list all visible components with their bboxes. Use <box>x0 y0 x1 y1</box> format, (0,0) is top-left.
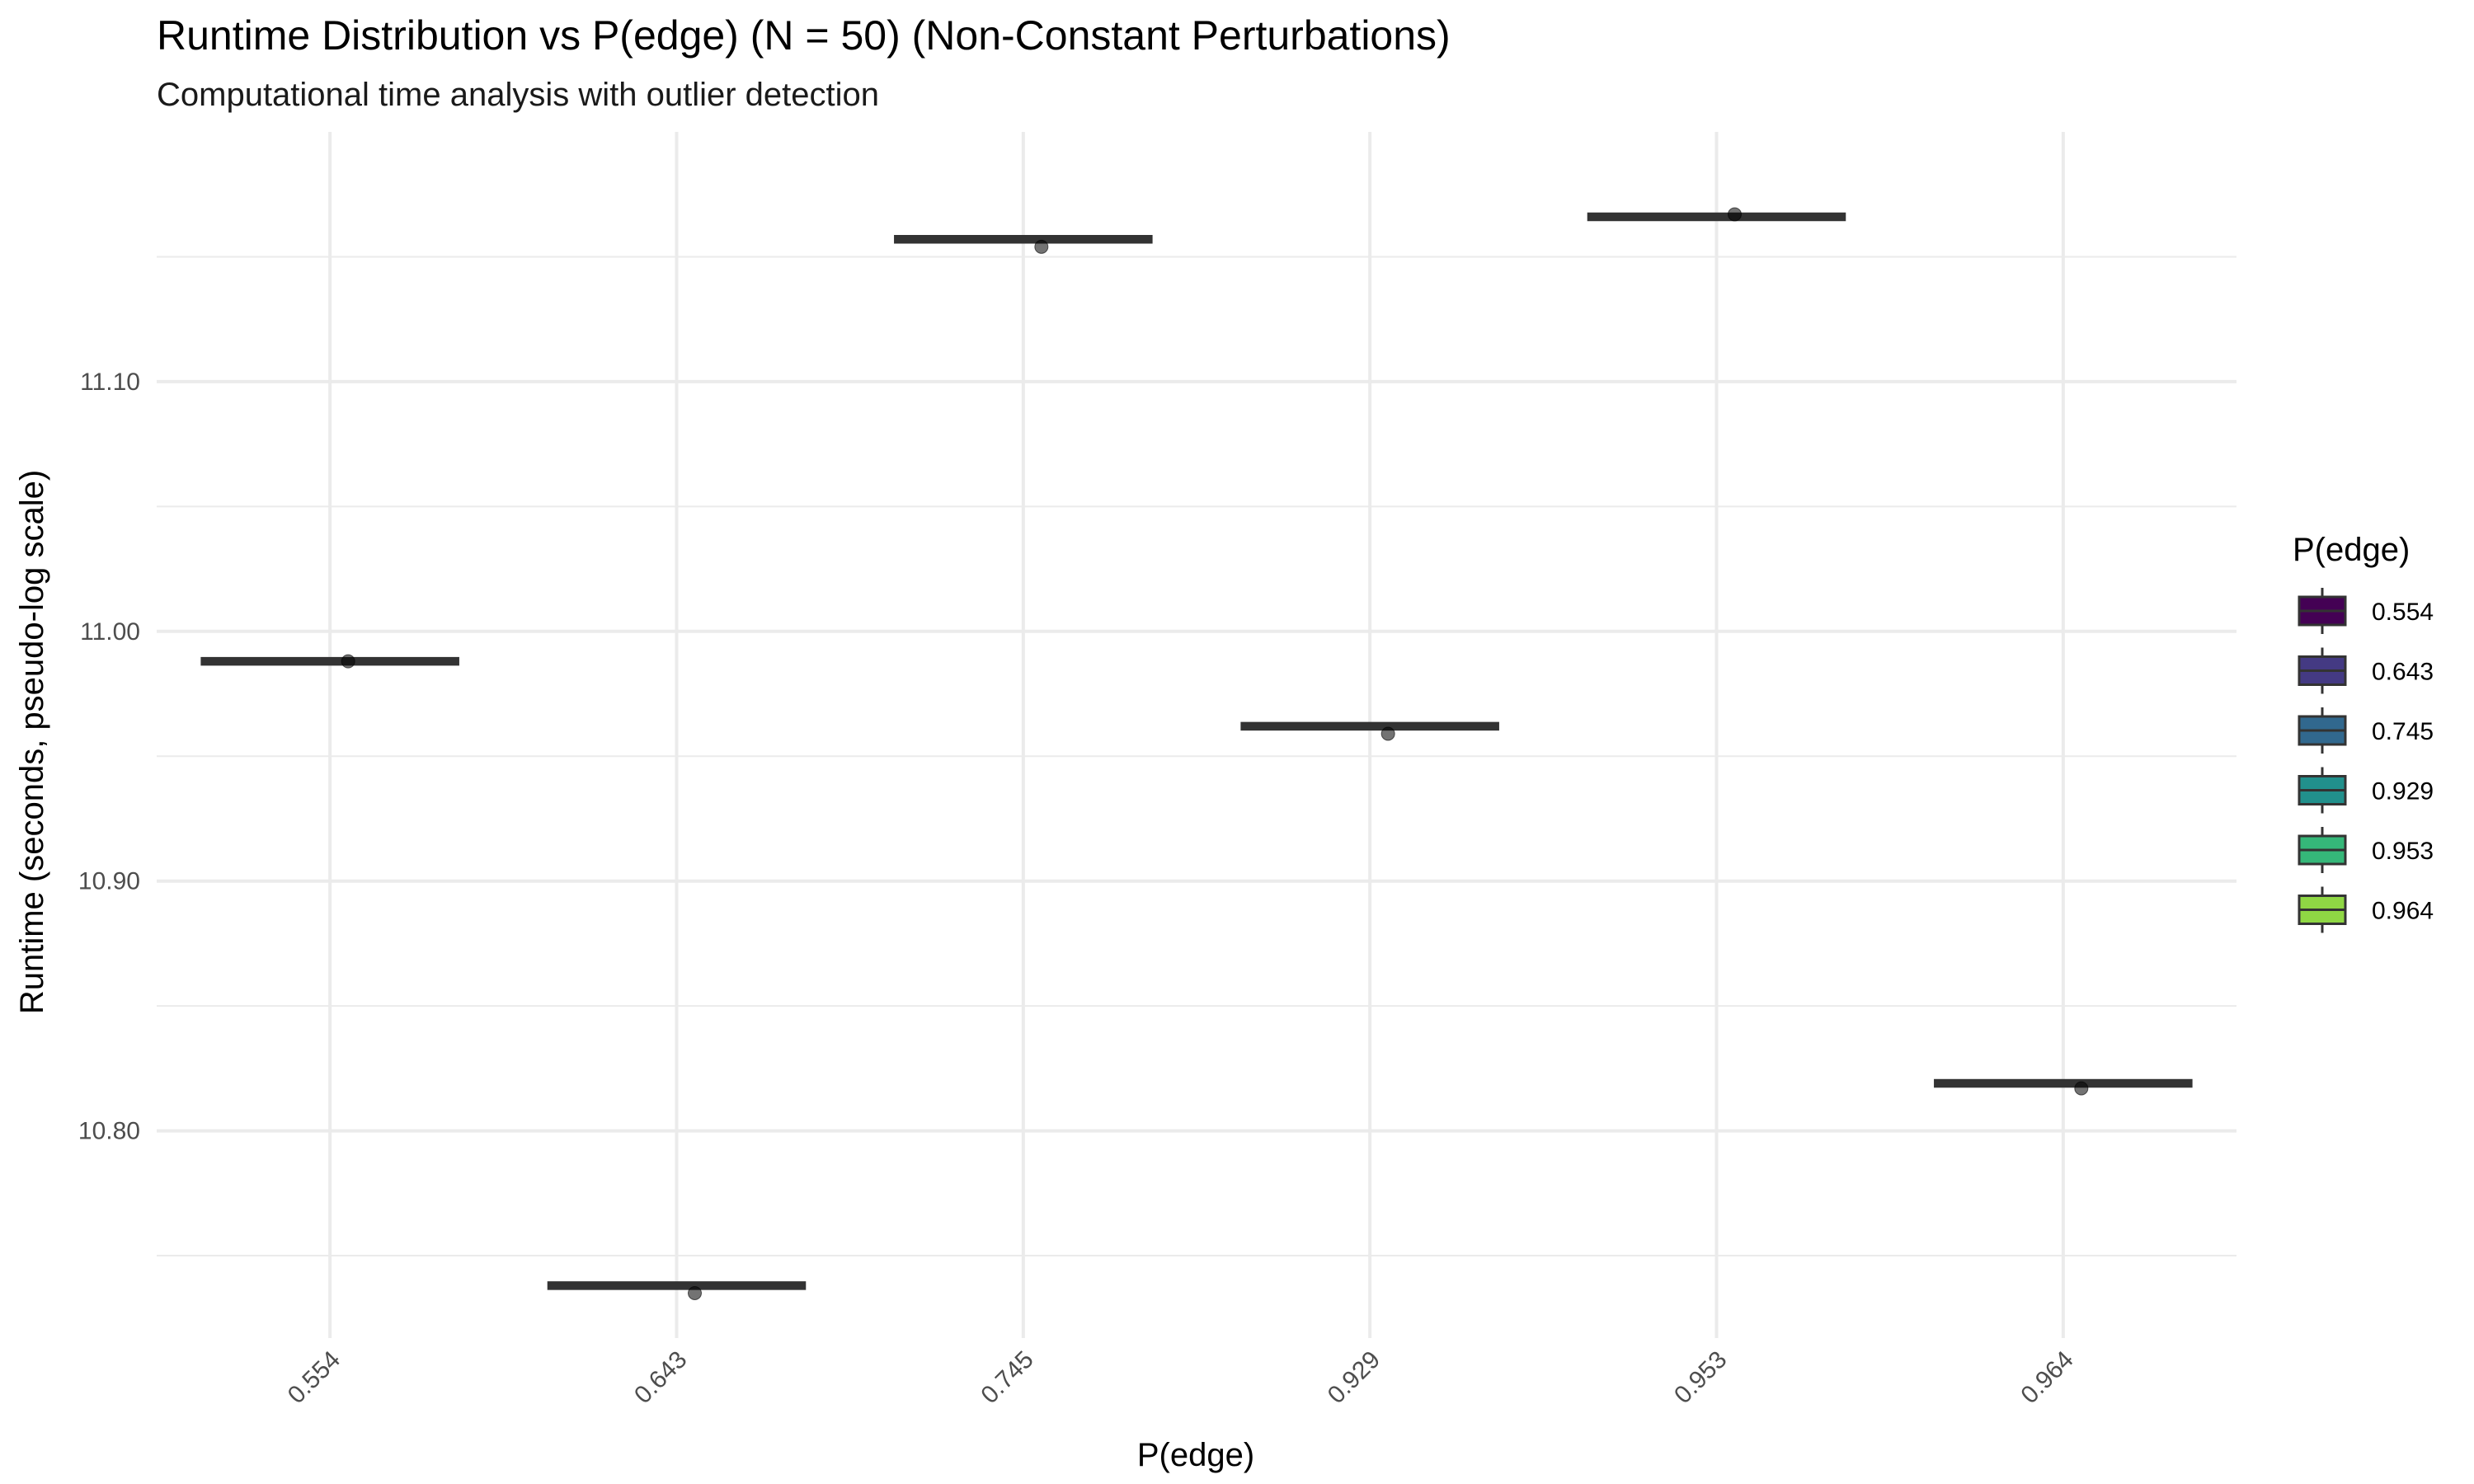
data-point <box>2074 1081 2089 1096</box>
legend: P(edge) 0.554 0.643 0.745 0.929 0.953 0.964 <box>2293 532 2434 933</box>
x-axis-label: P(edge) <box>1137 1437 1254 1473</box>
x-tick-label: 0.745 <box>976 1346 1038 1409</box>
y-tick-label: 10.80 <box>78 1118 140 1145</box>
y-axis-ticks: 10.80 10.90 11.00 11.10 <box>78 369 140 1145</box>
box-layer <box>200 212 2193 1290</box>
x-tick-label: 0.929 <box>1323 1346 1385 1409</box>
legend-label: 0.953 <box>2372 838 2434 865</box>
x-tick-label: 0.554 <box>283 1346 346 1409</box>
legend-label: 0.643 <box>2372 659 2434 686</box>
x-tick-label: 0.964 <box>2015 1346 2078 1409</box>
y-axis-label: Runtime (seconds, pseudo-log scale) <box>14 470 50 1014</box>
legend-label: 0.929 <box>2372 778 2434 805</box>
y-tick-label: 11.00 <box>80 618 140 646</box>
data-point <box>341 654 355 669</box>
data-point <box>1380 726 1395 741</box>
data-point <box>1034 239 1049 254</box>
grid-layer <box>157 132 2236 1338</box>
data-point <box>688 1285 702 1300</box>
x-axis-ticks: 0.554 0.643 0.745 0.929 0.953 0.964 <box>283 1346 2079 1409</box>
legend-label: 0.554 <box>2372 599 2434 626</box>
y-tick-label: 11.10 <box>80 369 140 396</box>
point-layer <box>341 207 2089 1300</box>
legend-title: P(edge) <box>2293 532 2410 568</box>
x-tick-label: 0.643 <box>629 1346 692 1409</box>
chart-title: Runtime Distribution vs P(edge) (N = 50)… <box>157 12 1451 59</box>
legend-label: 0.964 <box>2372 898 2434 925</box>
y-tick-label: 10.90 <box>78 868 140 895</box>
chart-subtitle: Computational time analysis with outlier… <box>157 77 879 113</box>
x-tick-label: 0.953 <box>1669 1346 1732 1409</box>
legend-label: 0.745 <box>2372 718 2434 745</box>
data-point <box>1728 207 1742 222</box>
